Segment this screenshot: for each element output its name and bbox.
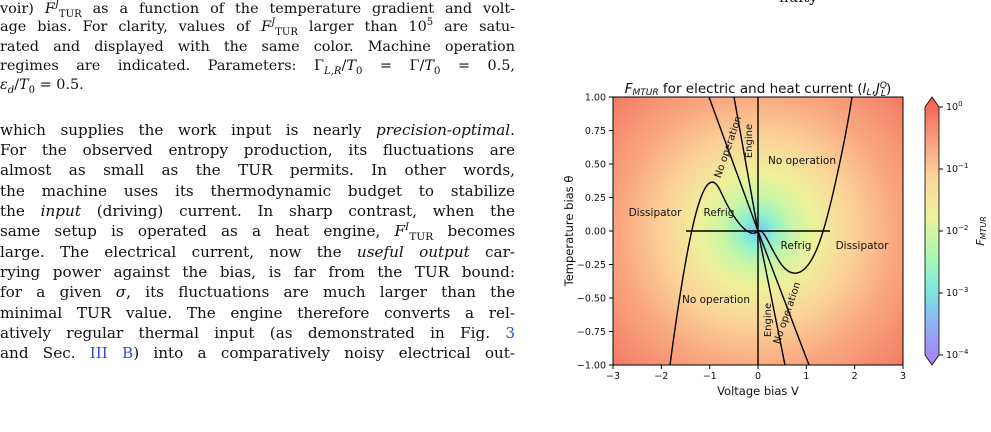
x-tick-label: −2 xyxy=(654,371,668,382)
region-label-refrig-left: Refrig xyxy=(704,207,735,219)
figure-title: FMTUR for electric and heat current (IL,… xyxy=(625,81,891,99)
region-label-engine-upper: Engine xyxy=(744,124,755,158)
left-text-column: voir) FJTUR as a function of the tempera… xyxy=(0,0,516,362)
boundary-cubic xyxy=(669,97,853,365)
y-tick-label: −0.75 xyxy=(577,327,606,338)
body-line-1: which supplies the work input is nearly … xyxy=(0,121,515,139)
x-axis-label: Voltage bias V xyxy=(717,384,799,398)
y-tick-label: −0.50 xyxy=(577,294,606,305)
boundary-diag-3 xyxy=(757,230,786,365)
body-line-11: atively regular thermal input (as demons… xyxy=(0,324,515,342)
caption-line-1: voir) FJTUR as a function of the tempera… xyxy=(0,0,515,20)
y-tick-label: −1.00 xyxy=(577,361,606,372)
colorbar xyxy=(924,96,940,366)
body-line-8: rying power against the bias, is far fro… xyxy=(0,263,515,281)
x-tick-label: −1 xyxy=(703,371,717,382)
x-tick-label: 2 xyxy=(852,371,858,382)
x-tick-label: −3 xyxy=(606,371,620,382)
y-axis-label: Temperature bias θ xyxy=(562,176,576,288)
y-tick-label: 0.00 xyxy=(585,227,606,238)
body-line-7: large. The electrical current, now the u… xyxy=(0,243,515,261)
caption-line-4: regimes are indicated. Parameters: ΓL,R/… xyxy=(0,58,516,77)
body-line-10: minimal TUR value. The engine therefore … xyxy=(0,304,515,322)
body-line-5: the input (driving) current. In sharp co… xyxy=(0,202,515,220)
y-tick-label: −0.25 xyxy=(577,260,606,271)
colorbar-tick-label: 10−3 xyxy=(946,286,968,299)
body-line-6: same setup is operated as a heat engine,… xyxy=(0,219,515,244)
caption-line-5: εd/T0 = 0.5. xyxy=(0,77,84,96)
y-axis xyxy=(609,96,613,366)
colorbar-label: FMTUR xyxy=(974,216,988,246)
x-axis xyxy=(612,365,904,369)
caption-line-3: rated and displayed with the same color.… xyxy=(0,39,515,55)
x-tick-label: 1 xyxy=(803,371,809,382)
region-label-no-operation-top: No operation xyxy=(768,155,836,167)
region-label-dissipator-right: Dissipator xyxy=(836,240,890,252)
region-label-refrig-right: Refrig xyxy=(781,240,812,252)
boundary-diag-2 xyxy=(733,97,759,232)
x-tick-label: 3 xyxy=(900,371,906,382)
body-line-4: the machine uses its thermodynamic budge… xyxy=(0,182,515,200)
x-tick-label: 0 xyxy=(755,371,761,382)
body-line-3: almost as small as the TUR permits. In o… xyxy=(0,161,515,179)
colorbar-tick-label: 10−2 xyxy=(946,224,968,237)
body-line-12: and Sec. III B) into a comparatively noi… xyxy=(0,344,515,362)
y-tick-label: 0.75 xyxy=(585,126,606,137)
y-tick-label: 0.50 xyxy=(585,160,606,171)
colorbar-tick-label: 100 xyxy=(946,100,963,113)
boundary-diag-1 xyxy=(708,97,759,232)
y-tick-label: 0.25 xyxy=(585,193,606,204)
region-label-engine-lower: Engine xyxy=(763,303,774,337)
body-line-2: For the observed entropy production, its… xyxy=(0,141,515,159)
region-label-no-operation-bottom: No operation xyxy=(682,294,750,306)
colorbar-tick-label: 10−1 xyxy=(946,162,968,175)
colorbar-tick-label: 10−4 xyxy=(946,348,969,361)
region-label-dissipator-left: Dissipator xyxy=(629,207,683,219)
y-tick-label: 1.00 xyxy=(585,93,606,104)
colorbar-ticks xyxy=(939,106,943,356)
caption-line-2: age bias. For clarity, values of FJTUR l… xyxy=(0,17,515,38)
right-column-fragment: nuity xyxy=(683,0,963,14)
body-line-9: for a given σ, its fluctuations are much… xyxy=(0,283,516,301)
boundary-diag-4 xyxy=(757,230,810,365)
